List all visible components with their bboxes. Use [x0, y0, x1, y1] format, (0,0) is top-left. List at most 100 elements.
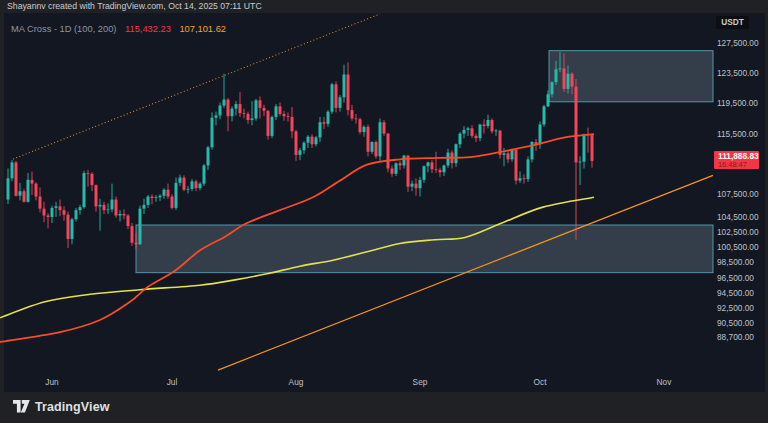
- candle-body: [559, 68, 562, 69]
- candle-body: [423, 166, 426, 180]
- candle-body: [443, 165, 446, 172]
- zone-supply[interactable]: [549, 51, 713, 102]
- candle-body: [267, 111, 270, 136]
- month-label[interactable]: Sep: [413, 377, 428, 387]
- candle-body: [115, 200, 118, 216]
- price-label: 127,500.00: [717, 38, 759, 48]
- candle-body: [335, 84, 338, 107]
- candle-body: [219, 106, 222, 116]
- candle-body: [571, 74, 574, 87]
- candle-body: [495, 131, 498, 132]
- candle-body: [447, 153, 450, 166]
- candle-body: [175, 183, 178, 208]
- tradingview-logo-icon: [13, 400, 30, 413]
- candle-body: [283, 114, 286, 116]
- candle-body: [171, 197, 174, 208]
- candle-body: [51, 208, 54, 217]
- price-label: 92,500.00: [717, 303, 754, 313]
- candle-body: [91, 174, 94, 185]
- price-label: 119,500.00: [717, 98, 758, 108]
- candle-body: [127, 215, 130, 226]
- candle-body: [459, 134, 462, 145]
- candle-body: [231, 109, 234, 117]
- candle-body: [63, 210, 66, 215]
- candle-body: [539, 125, 542, 145]
- footer-bar: TradingView: [0, 392, 768, 423]
- ma200-value: 107,101.62: [179, 24, 226, 34]
- candle-body: [147, 197, 150, 205]
- candle-body: [475, 136, 478, 138]
- price-label: 88,700.00: [717, 332, 754, 342]
- candle-body: [471, 128, 474, 136]
- zone-demand[interactable]: [136, 225, 713, 273]
- price-label: 94,500.00: [717, 288, 754, 298]
- candle-body: [11, 162, 14, 178]
- candle-body: [207, 147, 210, 165]
- candle-body: [363, 127, 366, 132]
- candle-body: [407, 156, 410, 187]
- candle-body: [47, 215, 50, 217]
- candle-body: [123, 214, 126, 216]
- candle-body: [195, 181, 198, 188]
- candle-body: [303, 143, 306, 151]
- candle-body: [523, 178, 526, 179]
- candle-body: [35, 184, 38, 197]
- candle-body: [455, 144, 458, 163]
- candle-body: [239, 104, 242, 113]
- candle-body: [491, 120, 494, 131]
- bar-countdown: 16:48:47: [718, 161, 759, 169]
- candle-body: [543, 106, 546, 124]
- candle-body: [367, 127, 370, 152]
- candle-body: [119, 214, 122, 216]
- price-label: 100,500.00: [717, 242, 759, 252]
- candle-body: [503, 153, 506, 155]
- price-label: 123,500.00: [717, 68, 759, 78]
- candle-body: [279, 106, 282, 114]
- ma100-value: 115,432.23: [125, 24, 171, 34]
- candle-body: [87, 173, 90, 174]
- price-label: 98,500.00: [717, 257, 754, 267]
- candle-body: [43, 209, 46, 216]
- candle-body: [251, 118, 254, 120]
- candle-body: [431, 162, 434, 169]
- candle-body: [287, 116, 290, 117]
- candle-body: [479, 125, 482, 139]
- candle-body: [467, 128, 470, 130]
- candle-body: [19, 191, 22, 196]
- candle-body: [379, 122, 382, 156]
- candle-body: [107, 209, 110, 210]
- candle-body: [315, 137, 318, 144]
- indicator-legend[interactable]: MA Cross - 1D (100, 200) 115,432.23 107,…: [11, 24, 226, 34]
- candle-body: [343, 75, 346, 98]
- price-label: 90,500.00: [717, 318, 754, 328]
- price-chart[interactable]: 127,500.00 123,500.00 119,500.00 115,500.00…: [0, 0, 768, 423]
- candle-body: [307, 137, 310, 143]
- candle-body: [167, 190, 170, 197]
- month-label[interactable]: Oct: [534, 377, 548, 387]
- month-label[interactable]: Jun: [45, 377, 59, 387]
- candle-body: [319, 122, 322, 137]
- candle-body: [227, 100, 230, 117]
- month-label[interactable]: Nov: [657, 377, 673, 387]
- candle-body: [263, 108, 266, 111]
- candle-body: [463, 130, 466, 134]
- candle-body: [355, 118, 358, 119]
- month-label[interactable]: Jul: [167, 377, 178, 387]
- candle-body: [39, 197, 42, 209]
- candle-body: [359, 119, 362, 132]
- month-label[interactable]: Aug: [289, 377, 304, 387]
- candle-body: [515, 150, 518, 181]
- candle-body: [395, 163, 398, 174]
- price-label: 115,500.00: [717, 129, 758, 139]
- candle-body: [487, 120, 490, 126]
- indicator-title: MA Cross - 1D (100, 200): [11, 24, 116, 34]
- candle-body: [179, 178, 182, 183]
- candle-body: [59, 206, 62, 210]
- candle-body: [67, 215, 70, 239]
- candle-body: [419, 180, 422, 188]
- trendline-dotted[interactable]: [13, 14, 380, 159]
- candle-body: [7, 178, 10, 199]
- candle-body: [187, 189, 190, 190]
- candle-body: [555, 69, 558, 82]
- candle-body: [23, 191, 26, 202]
